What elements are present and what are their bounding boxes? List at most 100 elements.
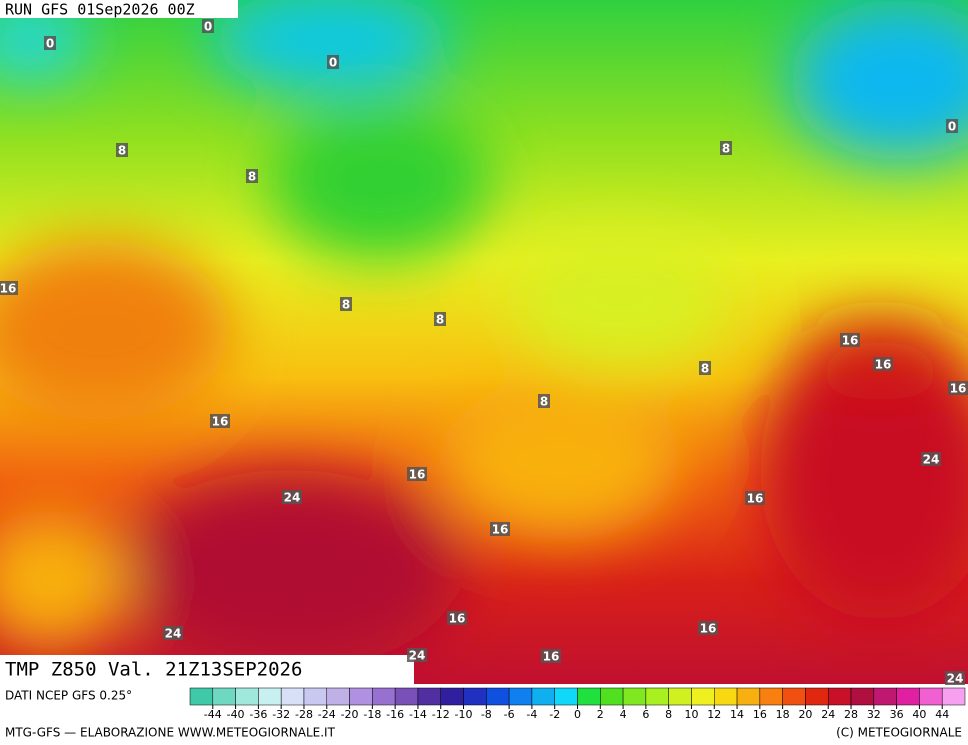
- contour-label-bg: [873, 357, 893, 371]
- title-box: [0, 655, 414, 684]
- contour-label: 16: [747, 492, 764, 506]
- legend-swatch: [622, 687, 647, 706]
- contour-label-bg: [948, 381, 968, 395]
- contour-label-bg: [282, 490, 302, 504]
- contour-label-bg: [407, 467, 427, 481]
- contour-label-bg: [210, 414, 230, 428]
- contour-label: 8: [342, 298, 350, 312]
- contour-label-bg: [447, 611, 467, 625]
- legend-label: 12: [707, 708, 721, 721]
- legend-swatch: [394, 687, 419, 706]
- legend-label: 20: [798, 708, 812, 721]
- legend-swatch: [577, 687, 601, 706]
- legend-label: -40: [227, 708, 245, 721]
- legend-swatch: [326, 687, 350, 706]
- legend-swatch: [759, 687, 783, 706]
- contour-label: 24: [409, 649, 426, 663]
- contour-label: 16: [409, 468, 426, 482]
- contour-label: 8: [722, 142, 730, 156]
- legend-swatch: [714, 687, 738, 706]
- contour-label: 8: [436, 313, 444, 327]
- contour-label-bg: [340, 297, 352, 311]
- contour-label: 24: [947, 672, 964, 686]
- contour-label-bg: [541, 649, 561, 663]
- legend-label: -36: [249, 708, 267, 721]
- contour-label-bg: [246, 169, 258, 183]
- legend-label: 44: [935, 708, 949, 721]
- legend-label: -12: [432, 708, 450, 721]
- contour-label: 16: [449, 612, 466, 626]
- legend-swatch: [919, 687, 943, 706]
- contour-label: 16: [950, 382, 967, 396]
- legend-label: -28: [295, 708, 313, 721]
- legend-label: 8: [665, 708, 672, 721]
- contour-label-bg: [490, 522, 510, 536]
- legend-swatch: [941, 687, 966, 706]
- contour-label-bg: [538, 394, 550, 408]
- legend-swatch: [417, 687, 441, 706]
- contour-label: 16: [0, 282, 16, 296]
- contour-label: 24: [284, 491, 301, 505]
- contour-label: 16: [842, 334, 859, 348]
- legend-swatch: [235, 687, 259, 706]
- contour-label-bg: [202, 19, 214, 33]
- legend-swatch: [258, 687, 282, 706]
- legend-label: -44: [204, 708, 222, 721]
- contour-label-bg: [945, 671, 965, 685]
- legend-label: 2: [597, 708, 604, 721]
- legend-swatch: [668, 687, 692, 706]
- legend-label: 28: [844, 708, 858, 721]
- contour-label: 8: [701, 362, 709, 376]
- legend-label: 0: [574, 708, 581, 721]
- legend-label: 24: [821, 708, 835, 721]
- legend-swatch: [531, 687, 555, 706]
- legend-label: -24: [318, 708, 336, 721]
- legend-swatch: [827, 687, 852, 706]
- legend-swatch: [691, 687, 715, 706]
- legend-swatch: [873, 687, 897, 706]
- legend-swatch: [212, 687, 236, 706]
- contour-label: 24: [165, 627, 182, 641]
- legend-label: 10: [684, 708, 698, 721]
- legend-swatch: [440, 687, 464, 706]
- contour-label-bg: [921, 452, 941, 466]
- run-label: RUN GFS 01Sep2026 00Z: [5, 1, 195, 19]
- contour-label-bg: [946, 119, 958, 133]
- legend-label: -14: [409, 708, 427, 721]
- legend-swatch: [782, 687, 806, 706]
- contour-label-bg: [434, 312, 446, 326]
- credit-label: MTG-GFS — ELABORAZIONE WWW.METEOGIORNALE…: [5, 726, 336, 740]
- contour-label: 8: [118, 144, 126, 158]
- legend-label: -18: [363, 708, 381, 721]
- contour-label: 0: [948, 120, 956, 134]
- run-box: [0, 0, 238, 18]
- legend-swatch: [554, 687, 578, 706]
- legend-label: 36: [890, 708, 904, 721]
- legend-label: -32: [272, 708, 290, 721]
- contour-label-bg: [407, 648, 427, 662]
- legend-swatch: [189, 687, 214, 706]
- contour-label-bg: [698, 621, 718, 635]
- legend-swatch: [486, 687, 510, 706]
- legend-label: -2: [549, 708, 560, 721]
- legend-swatch: [645, 687, 669, 706]
- contour-label: 16: [543, 650, 560, 664]
- legend-label: 32: [867, 708, 881, 721]
- legend-label: 14: [730, 708, 744, 721]
- contour-label: 0: [204, 20, 212, 34]
- copyright-label: (C) METEOGIORNALE: [836, 726, 962, 740]
- contour-label-bg: [163, 626, 183, 640]
- contour-label: 0: [329, 56, 337, 70]
- contour-label: 16: [700, 622, 717, 636]
- legend-swatch: [349, 687, 373, 706]
- contour-label: 16: [492, 523, 509, 537]
- contour-label-bg: [327, 55, 339, 69]
- contour-label: 8: [248, 170, 256, 184]
- contour-label: 24: [923, 453, 940, 467]
- legend-label: 40: [912, 708, 926, 721]
- legend-label: -8: [481, 708, 492, 721]
- legend-swatch: [805, 687, 829, 706]
- contour-label: 16: [875, 358, 892, 372]
